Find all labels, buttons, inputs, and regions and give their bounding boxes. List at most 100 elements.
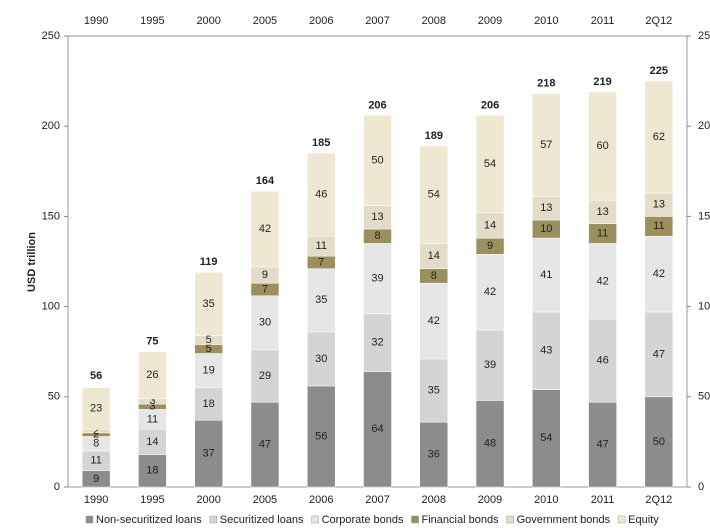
bar-segment bbox=[419, 282, 449, 360]
data-label: 50 bbox=[653, 436, 665, 448]
data-label: 5 bbox=[206, 334, 212, 346]
x-top-label: 2011 bbox=[591, 15, 615, 27]
x-top-label: 2010 bbox=[534, 15, 558, 27]
bar-segment bbox=[644, 80, 674, 194]
bar-segment bbox=[194, 272, 223, 336]
bar-segment bbox=[588, 401, 617, 488]
legend-label: Financial bonds bbox=[422, 514, 500, 526]
bar-segment bbox=[588, 318, 617, 403]
data-label: 42 bbox=[428, 315, 440, 327]
bar-segment bbox=[475, 115, 505, 214]
legend-swatch bbox=[209, 515, 218, 524]
data-label: 8 bbox=[374, 230, 380, 242]
total-label: 225 bbox=[650, 65, 668, 77]
y-tick-label: 0 bbox=[54, 481, 60, 493]
total-label: 164 bbox=[256, 175, 275, 187]
total-label: 185 bbox=[312, 137, 330, 149]
x-tick-label: 1995 bbox=[140, 494, 164, 506]
data-label: 23 bbox=[90, 402, 102, 414]
data-label: 35 bbox=[203, 298, 215, 310]
data-label: 26 bbox=[146, 369, 158, 381]
data-label: 42 bbox=[484, 286, 496, 298]
bar-segment bbox=[194, 420, 223, 488]
bar-segment bbox=[532, 237, 561, 313]
data-label: 11 bbox=[90, 455, 101, 467]
data-label: 60 bbox=[596, 140, 608, 152]
bar-segment bbox=[532, 311, 561, 390]
x-top-label: 2006 bbox=[309, 15, 333, 27]
x-tick-label: 2005 bbox=[253, 494, 277, 506]
x-top-label: 2005 bbox=[253, 15, 277, 27]
y-tick-label: 200 bbox=[42, 120, 60, 132]
y-tick-label: 50 bbox=[48, 391, 60, 403]
data-label: 3 bbox=[149, 395, 155, 407]
bar-segment bbox=[194, 353, 223, 389]
data-label: 46 bbox=[596, 355, 608, 367]
data-label: 5 bbox=[206, 343, 212, 355]
bar-segment bbox=[194, 387, 223, 421]
bar-segment bbox=[419, 145, 449, 244]
data-label: 42 bbox=[653, 268, 665, 280]
data-label: 13 bbox=[653, 199, 665, 211]
total-label: 56 bbox=[90, 370, 102, 382]
x-tick-label: 2008 bbox=[422, 494, 446, 506]
data-label: 9 bbox=[487, 240, 493, 252]
data-label: 13 bbox=[371, 211, 383, 223]
data-label: 36 bbox=[428, 448, 440, 460]
data-label: 39 bbox=[484, 359, 496, 371]
y-axis-label: USD trillion bbox=[26, 232, 38, 292]
data-label: 29 bbox=[259, 370, 271, 382]
data-label: 46 bbox=[315, 189, 327, 201]
x-tick-label: 2Q12 bbox=[645, 494, 672, 506]
data-label: 2 bbox=[93, 429, 99, 441]
data-label: 11 bbox=[147, 413, 158, 425]
x-top-label: 1995 bbox=[140, 15, 164, 27]
data-label: 54 bbox=[540, 432, 552, 444]
legend-label: Corporate bonds bbox=[322, 514, 404, 526]
data-label: 42 bbox=[259, 223, 271, 235]
legend-swatch bbox=[411, 515, 419, 524]
data-label: 50 bbox=[371, 154, 383, 166]
x-tick-label: 2000 bbox=[196, 494, 220, 506]
bar-segment bbox=[588, 91, 617, 201]
data-label: 14 bbox=[428, 250, 440, 262]
x-top-label: 2000 bbox=[196, 15, 220, 27]
data-label: 18 bbox=[203, 398, 215, 410]
data-label: 41 bbox=[540, 269, 552, 281]
data-label: 54 bbox=[484, 158, 496, 170]
bar-segment bbox=[644, 311, 674, 398]
legend-swatch bbox=[506, 515, 514, 524]
bar-segment bbox=[363, 313, 392, 372]
bar-segment bbox=[475, 329, 505, 401]
x-tick-label: 2011 bbox=[591, 494, 615, 506]
data-label: 19 bbox=[203, 365, 215, 377]
data-label: 14 bbox=[484, 219, 496, 231]
bar-segment bbox=[81, 387, 111, 430]
data-label: 30 bbox=[259, 317, 271, 329]
legend-label: Securitized loans bbox=[220, 514, 304, 526]
bar-segment bbox=[306, 153, 336, 237]
total-label: 219 bbox=[593, 76, 611, 88]
bar-segment bbox=[306, 385, 336, 488]
data-label: 37 bbox=[203, 448, 215, 460]
y-tick-label: 100 bbox=[42, 301, 60, 313]
data-label: 10 bbox=[540, 223, 552, 235]
bar-segment bbox=[644, 396, 674, 488]
y-tick-label: 150 bbox=[42, 210, 60, 222]
data-label: 7 bbox=[318, 256, 324, 268]
data-label: 62 bbox=[653, 131, 665, 143]
bar-segment bbox=[306, 268, 336, 333]
data-label: 8 bbox=[93, 438, 99, 450]
y2-tick-label: 200 bbox=[698, 120, 710, 132]
data-label: 3 bbox=[149, 401, 155, 413]
total-label: 206 bbox=[368, 99, 386, 111]
data-label: 35 bbox=[428, 384, 440, 396]
data-label: 14 bbox=[146, 436, 158, 448]
x-tick-label: 2009 bbox=[478, 494, 502, 506]
data-label: 11 bbox=[316, 240, 327, 252]
y2-tick-label: 150 bbox=[698, 210, 710, 222]
data-label: 35 bbox=[315, 294, 327, 306]
x-tick-label: 1990 bbox=[84, 494, 108, 506]
data-label: 9 bbox=[262, 269, 268, 281]
